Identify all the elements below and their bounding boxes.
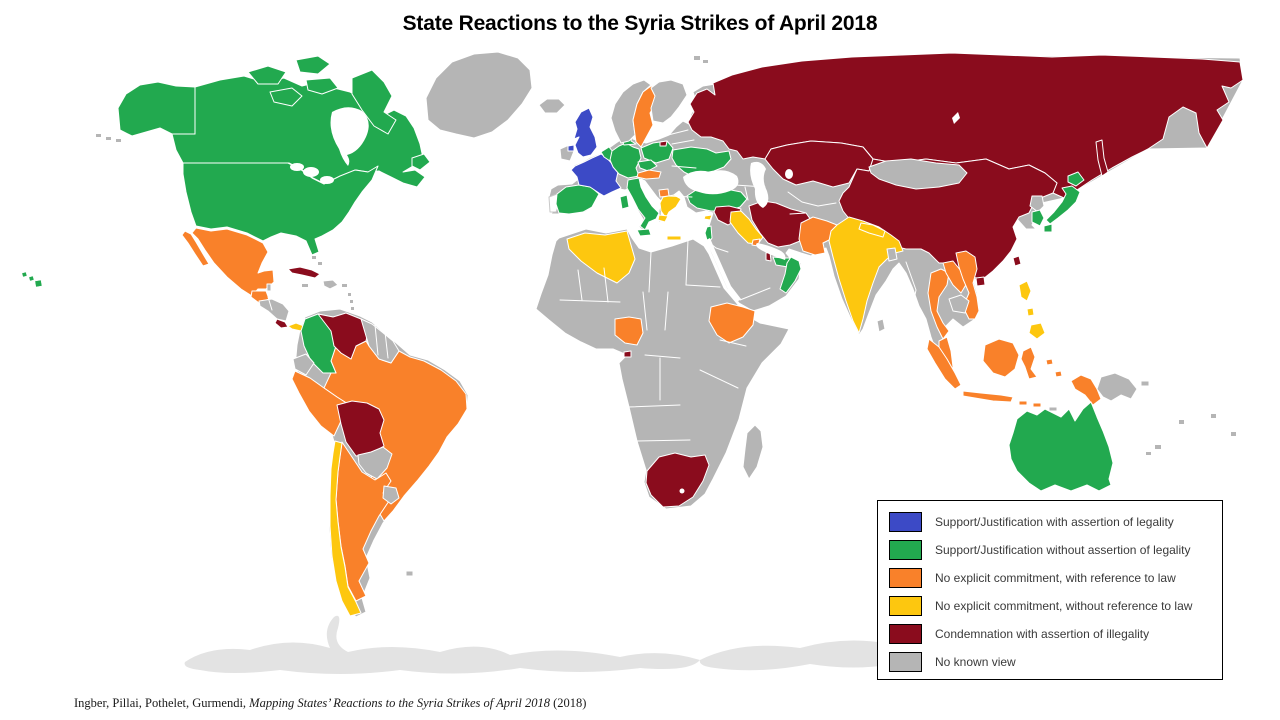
legend-item-condemnation: Condemnation with assertion of illegalit… (889, 624, 1214, 644)
region-nepal (858, 222, 886, 238)
legend-item-support-legal: Support/Justification with assertion of … (889, 512, 1214, 532)
region-cambodia (948, 294, 970, 314)
region-greenland (425, 51, 533, 139)
region-cuba (287, 266, 321, 279)
region-venezuela (317, 312, 370, 360)
region-italy (619, 177, 660, 237)
region-belize (266, 283, 272, 292)
legend-item-no-commit-no-law: No explicit commitment, without referenc… (889, 596, 1214, 616)
region-finland (650, 79, 688, 124)
region-caribbean-islands (302, 256, 354, 310)
region-hawaii (21, 271, 43, 288)
region-south-africa (645, 452, 710, 508)
region-africa-base (535, 228, 790, 510)
region-north-korea (1029, 195, 1045, 213)
legend-swatch-no-commit-law (889, 568, 922, 588)
region-iceland (538, 98, 566, 114)
region-antarctica (184, 615, 960, 674)
region-guyanas (360, 318, 400, 364)
legend-item-no-commit-law: No explicit commitment, with reference t… (889, 568, 1214, 588)
region-mongolia (868, 158, 968, 190)
region-indonesia (926, 338, 1102, 408)
region-france (570, 153, 622, 197)
legend-swatch-condemnation (889, 624, 922, 644)
region-usa (117, 81, 379, 256)
region-costa-rica (274, 318, 289, 329)
region-honduras-nicaragua (258, 298, 290, 322)
region-cote-divoire (614, 316, 644, 346)
inland-seas (290, 107, 960, 302)
legend-label-support-no-legal: Support/Justification without assertion … (935, 543, 1191, 557)
region-sri-lanka (876, 318, 886, 333)
region-papua-new-guinea (1096, 372, 1150, 402)
region-uruguay (382, 485, 400, 505)
region-aleutians (96, 134, 121, 142)
region-bolivia (336, 400, 385, 457)
legend-swatch-support-no-legal (889, 540, 922, 560)
region-spain (555, 184, 600, 215)
region-greece (657, 194, 682, 241)
region-ethiopia (708, 302, 756, 344)
region-paraguay (357, 446, 393, 480)
region-svalbard (694, 56, 708, 63)
citation-work-title: Mapping States’ Reactions to the Syria S… (249, 696, 550, 710)
region-south-korea (1031, 209, 1045, 227)
region-oman (779, 256, 802, 294)
legend-item-no-view: No known view (889, 652, 1214, 672)
region-austria (636, 169, 662, 180)
region-philippines (1018, 280, 1046, 340)
region-united-kingdom (567, 107, 598, 158)
region-pacific-islands (1146, 414, 1236, 455)
region-cyprus (703, 214, 713, 221)
region-laos (942, 260, 968, 294)
region-chile (329, 440, 362, 617)
legend-label-no-view: No known view (935, 655, 1016, 669)
region-lesotho (679, 488, 685, 494)
legend-label-no-commit-law: No explicit commitment, with reference t… (935, 571, 1176, 585)
region-equatorial-guinea (623, 350, 632, 358)
legend-label-condemnation: Condemnation with assertion of illegalit… (935, 627, 1150, 641)
region-timor (1048, 406, 1058, 412)
region-taiwan (1012, 255, 1022, 267)
legend: Support/Justification with assertion of … (877, 500, 1223, 680)
region-hainan (975, 276, 986, 287)
region-hispaniola (322, 279, 339, 290)
legend-swatch-no-view (889, 652, 922, 672)
citation-authors: Ingber, Pillai, Pothelet, Gurmendi, (74, 696, 250, 710)
region-iraq (729, 210, 764, 245)
citation-year: (2018) (549, 696, 587, 710)
region-algeria (566, 230, 636, 284)
region-vietnam (955, 250, 980, 320)
legend-swatch-no-commit-no-law (889, 596, 922, 616)
page-title: State Reactions to the Syria Strikes of … (402, 12, 878, 35)
legend-swatch-support-legal (889, 512, 922, 532)
region-pakistan (798, 216, 838, 256)
citation: Ingber, Pillai, Pothelet, Gurmendi, Mapp… (74, 696, 586, 711)
region-bangladesh (886, 247, 898, 262)
region-czechia (637, 159, 658, 172)
legend-item-support-no-legal: Support/Justification without assertion … (889, 540, 1214, 560)
region-ecuador (292, 353, 315, 376)
region-falklands (405, 570, 414, 577)
region-peru (291, 370, 349, 437)
region-mexico (181, 227, 275, 297)
region-japan (1043, 171, 1085, 233)
legend-label-support-legal: Support/Justification with assertion of … (935, 515, 1174, 529)
legend-label-no-commit-no-law: No explicit commitment, without referenc… (935, 599, 1193, 613)
region-madagascar (742, 424, 764, 480)
country-borders (267, 129, 917, 442)
